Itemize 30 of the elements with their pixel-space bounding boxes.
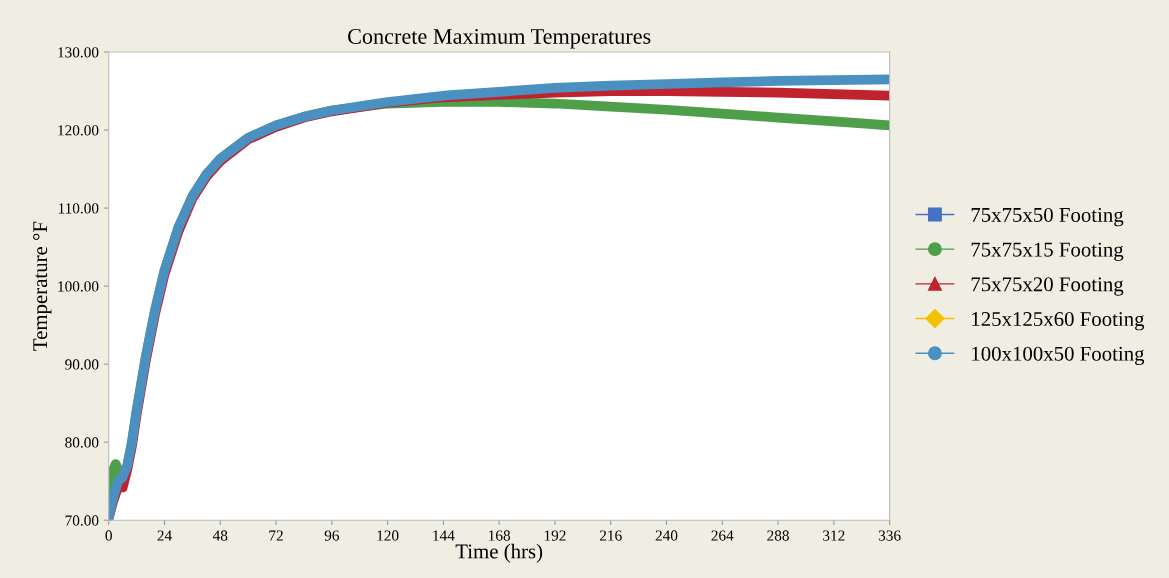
- y-tick-label: 100.00: [58, 281, 99, 292]
- y-tick-label: 110.00: [58, 203, 99, 214]
- x-tick-label: 48: [212, 530, 228, 541]
- x-tick-label: 0: [105, 530, 112, 541]
- y-axis-title: Temperature °F: [33, 221, 52, 351]
- legend-label: 75x75x20 Footing: [971, 277, 1124, 296]
- x-tick-label: 144: [433, 530, 455, 541]
- y-tick-label: 80.00: [65, 437, 99, 448]
- x-tick-label: 120: [377, 530, 399, 541]
- y-tick-label: 130.00: [58, 47, 99, 58]
- x-tick-label: 216: [599, 530, 622, 541]
- x-tick-label: 168: [489, 530, 511, 541]
- x-tick-label: 264: [711, 530, 734, 541]
- legend-label: 75x75x50 Footing: [971, 207, 1124, 227]
- x-tick-label: 192: [544, 530, 566, 541]
- x-tick-label: 240: [655, 530, 678, 541]
- legend-label: 75x75x15 Footing: [971, 242, 1124, 261]
- x-tick-label: 312: [823, 530, 845, 541]
- x-tick-label: 72: [269, 530, 283, 541]
- y-tick-label: 90.00: [65, 359, 99, 370]
- y-tick-label: 120.00: [58, 125, 99, 136]
- x-tick-label: 96: [324, 530, 340, 541]
- x-tick-label: 336: [878, 530, 901, 541]
- x-tick-label: 288: [767, 530, 789, 541]
- x-axis-title: Time (hrs): [455, 543, 543, 563]
- legend-label: 125x125x60 Footing: [972, 312, 1145, 331]
- x-tick-label: 24: [157, 530, 172, 541]
- chart-title: Concrete Maximum Temperatures: [348, 28, 651, 49]
- legend-label: 100x100x50 Footing: [972, 346, 1145, 366]
- y-tick-label: 70.00: [65, 515, 99, 526]
